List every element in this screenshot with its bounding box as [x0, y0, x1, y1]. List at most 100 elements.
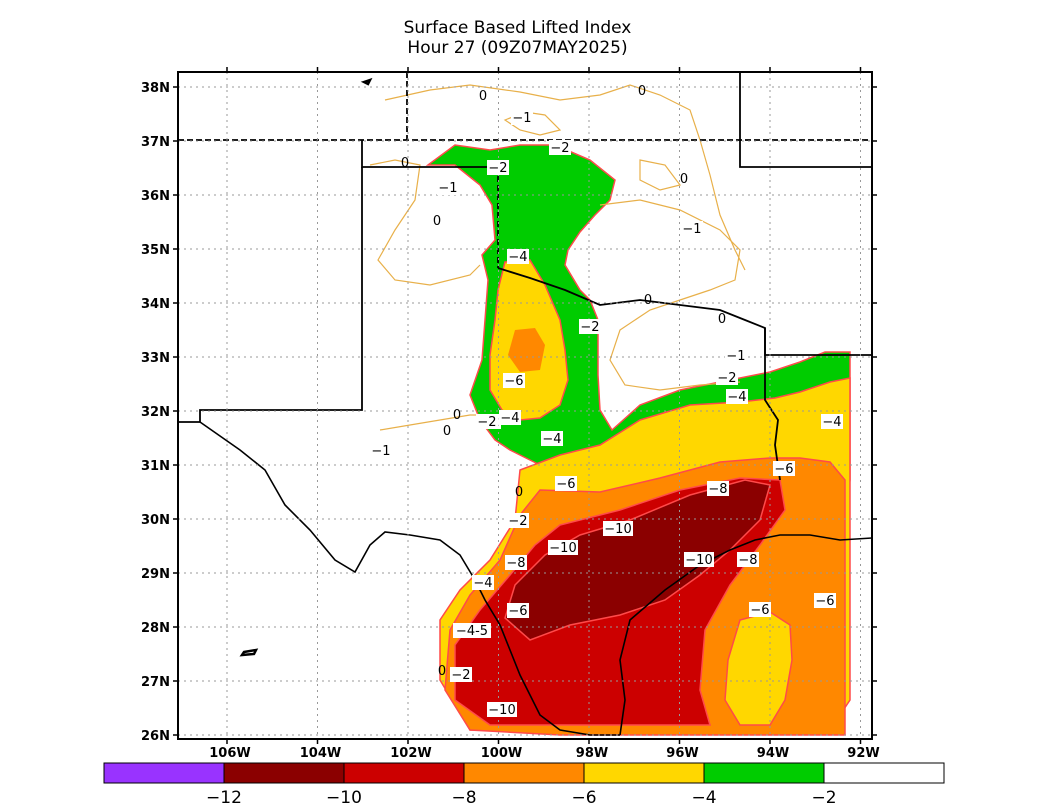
contour-label-bg	[499, 410, 521, 425]
colorbar-tick-label: −10	[326, 788, 362, 808]
contour-label-bg	[507, 249, 529, 264]
lon-label: 98W	[576, 746, 608, 761]
lat-label: 26N	[141, 729, 170, 744]
contour-label: 0	[638, 84, 646, 99]
contour-label-bg	[681, 221, 703, 236]
contour-label: −1	[682, 222, 701, 237]
contour-label: −4	[822, 415, 841, 430]
contour-label: −4-5	[456, 624, 488, 639]
lon-label: 106W	[209, 746, 250, 761]
lon-label: 96W	[666, 746, 698, 761]
lon-label: 104W	[300, 746, 341, 761]
contour-label-bg	[773, 461, 795, 476]
colorbar-tick-label: −8	[451, 788, 476, 808]
lat-label: 38N	[141, 81, 170, 96]
contour-label: −6	[750, 603, 769, 618]
contour-label-bg	[716, 370, 738, 385]
contour-label: −2	[717, 371, 736, 386]
contour-label-bg	[555, 476, 577, 491]
colorbar-swatch	[703, 762, 825, 784]
contour-label: −4	[500, 411, 519, 426]
latitude-labels: 38N 37N 36N 35N 34N 33N 32N 31N 30N 29N 28N 27N 26N	[141, 81, 170, 744]
contour-label-bg	[707, 481, 729, 496]
contour-label-bg	[725, 348, 747, 363]
contour-label: −2	[477, 415, 496, 430]
contour-label-bg	[476, 414, 498, 429]
axis-ticks	[173, 67, 877, 744]
contour-label-bg	[579, 319, 601, 334]
lon-label: 92W	[847, 746, 879, 761]
contour-label: 0	[433, 214, 441, 229]
contour-label: 0	[644, 293, 652, 308]
contour-label-bg	[453, 623, 491, 638]
contour-label: −4	[727, 390, 746, 405]
contour-label: 0	[680, 172, 688, 187]
contour-labels: 0−10−2−20−10−10−1−40−20−1−2−6−2−400−2−4−…	[370, 84, 843, 718]
contour-label: −6	[774, 462, 793, 477]
contour-label: −2	[451, 668, 470, 683]
contour-label: 0	[401, 156, 409, 171]
lat-label: 33N	[141, 351, 170, 366]
lat-label: 29N	[141, 567, 170, 582]
contour-label-bg	[507, 513, 529, 528]
contour-label: 0	[438, 664, 446, 679]
contour-label: −1	[726, 349, 745, 364]
contour-label-bg	[505, 555, 527, 570]
contour-label: −4	[473, 576, 492, 591]
contour-label: −1	[512, 111, 531, 126]
contour-label: −4	[542, 432, 561, 447]
title-line-2: Hour 27 (09Z07MAY2025)	[407, 38, 628, 58]
lat-label: 35N	[141, 243, 170, 258]
contour-label-bg	[503, 373, 525, 388]
contour-label: 0	[453, 408, 461, 423]
colorbar-tick-label: −12	[206, 788, 242, 808]
lon-label: 94W	[757, 746, 789, 761]
contour-label: −1	[438, 181, 457, 196]
gridlines	[178, 72, 872, 739]
contour-label: −8	[506, 556, 525, 571]
contour-label-bg	[821, 414, 843, 429]
contour-label: −6	[556, 477, 575, 492]
lon-label: 100W	[481, 746, 522, 761]
fill-li-minus-6-north	[508, 328, 545, 372]
contour-label: −8	[738, 553, 757, 568]
contour-label-bg	[450, 667, 472, 682]
contour-label-bg	[737, 552, 759, 567]
contour-label: −10	[549, 541, 576, 556]
colorbar-tick-labels: −12 −10 −8 −6 −4 −2	[206, 788, 836, 808]
contour-label: −8	[708, 482, 727, 497]
contour-label: −2	[580, 320, 599, 335]
colorbar-swatch	[103, 762, 225, 784]
colorbar-tick-label: −4	[691, 788, 716, 808]
lon-label: 102W	[390, 746, 431, 761]
rio-grande-and-coast	[199, 77, 872, 736]
contour-label-bg	[541, 431, 563, 446]
title-line-1: Surface Based Lifted Index	[403, 18, 632, 38]
colorbar	[103, 762, 945, 784]
contour-label: −2	[488, 161, 507, 176]
contour-label: −10	[488, 703, 515, 718]
contour-label: −2	[550, 141, 569, 156]
colorbar-tick-label: −6	[571, 788, 596, 808]
contour-label-bg	[548, 540, 578, 555]
contour-label: 0	[718, 312, 726, 327]
contour-label: −6	[508, 604, 527, 619]
contour-label-bg	[370, 443, 392, 458]
lat-label: 30N	[141, 513, 170, 528]
lat-label: 37N	[141, 135, 170, 150]
contour-label-bg	[603, 521, 633, 536]
contour-label: −10	[685, 553, 712, 568]
colorbar-swatch	[223, 762, 345, 784]
colorbar-swatch	[463, 762, 585, 784]
longitude-labels: 106W 104W 102W 100W 98W 96W 94W 92W	[209, 746, 879, 761]
contour-label: 0	[515, 485, 523, 500]
contour-label: 0	[443, 424, 451, 439]
contour-label-bg	[511, 110, 533, 125]
contour-label-bg	[814, 593, 836, 608]
contour-label: −10	[604, 522, 631, 537]
plot-frame	[177, 71, 873, 740]
lat-label: 31N	[141, 459, 170, 474]
colorbar-tick-label: −2	[811, 788, 836, 808]
colorbar-swatch	[823, 762, 945, 784]
contour-label: 0	[479, 89, 487, 104]
